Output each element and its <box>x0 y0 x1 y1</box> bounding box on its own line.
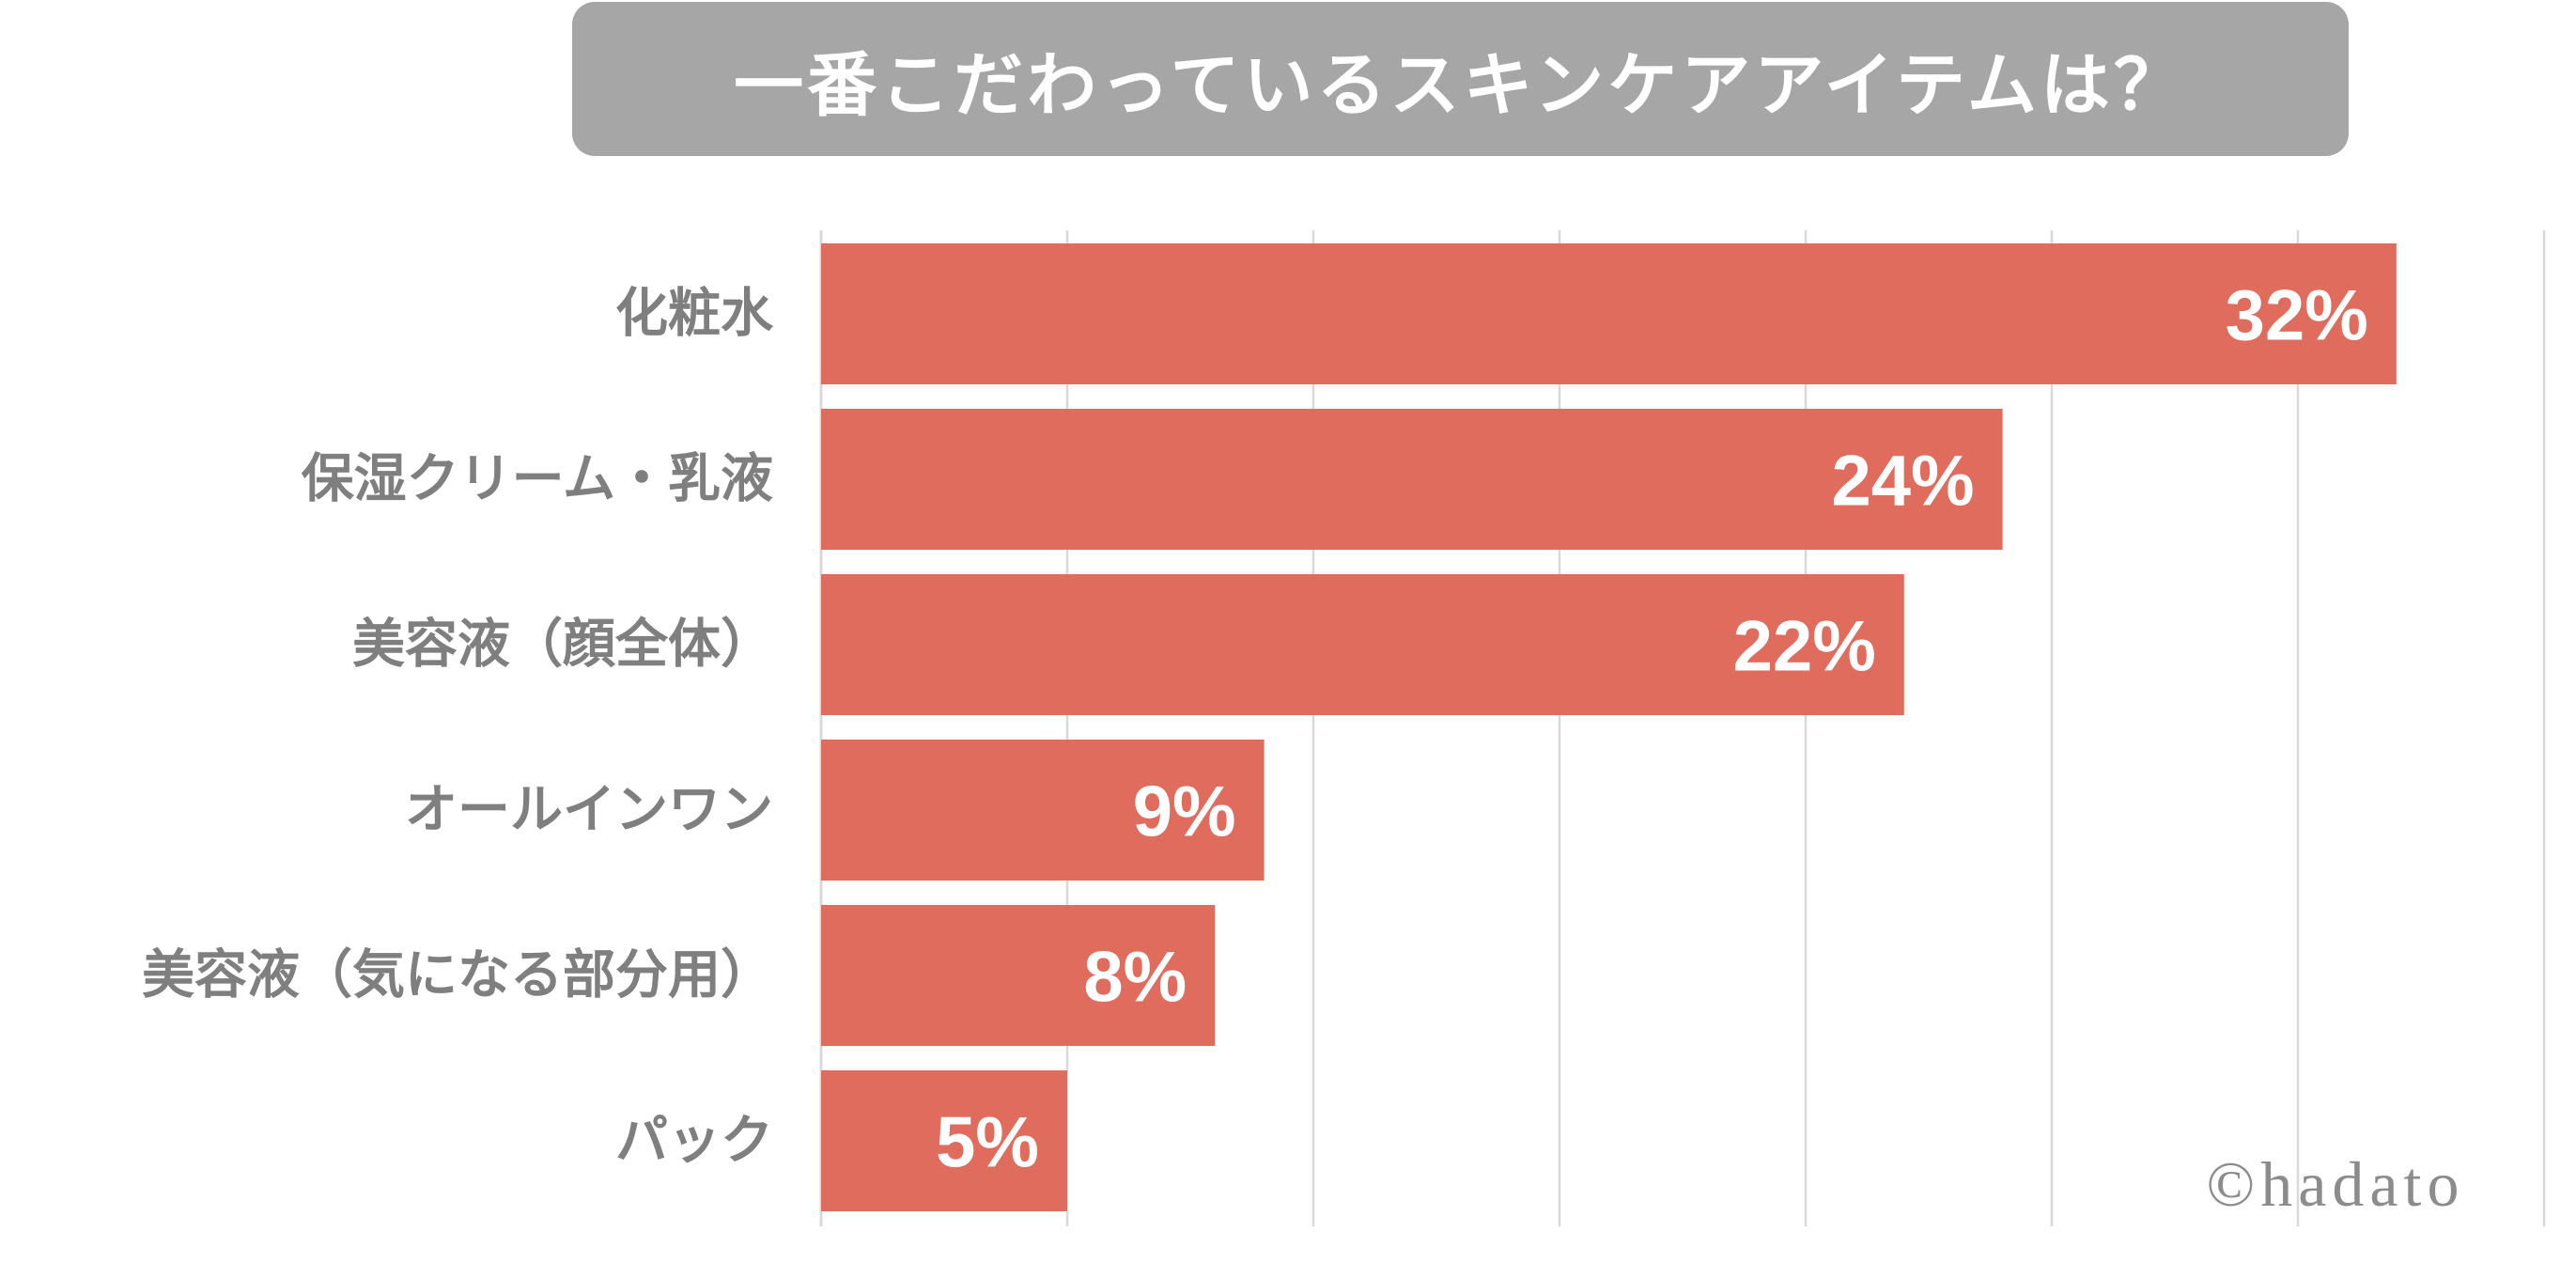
category-label: 美容液（顔全体） <box>352 615 773 676</box>
category-label: 化粧水 <box>615 284 774 345</box>
copyright-watermark: ©hadato <box>2206 1148 2465 1220</box>
data-label: 5% <box>936 1103 1039 1183</box>
category-label: パック <box>615 1111 773 1172</box>
bar <box>821 243 2397 384</box>
data-label: 8% <box>1083 938 1187 1018</box>
bar <box>821 905 1216 1046</box>
bar-layer <box>821 243 2397 1211</box>
bar <box>821 1070 1067 1211</box>
bar <box>821 574 1904 715</box>
chart-title: 一番こだわっているスキンケアアイテムは？ <box>572 2 2349 156</box>
data-label: 32% <box>2226 276 2368 356</box>
grid-layer <box>819 230 2546 1226</box>
data-label: 22% <box>1733 607 1876 687</box>
category-label: 美容液（気になる部分用） <box>142 945 773 1006</box>
bar <box>821 740 1265 881</box>
bar <box>821 409 2003 550</box>
data-label: 24% <box>1831 442 1974 522</box>
category-label: 保湿クリーム・乳液 <box>302 449 773 510</box>
category-label: オールインワン <box>405 780 773 841</box>
data-label: 9% <box>1133 772 1236 852</box>
label-layer: 化粧水 32% 保湿クリーム・乳液 24% 美容液（顔全体） 22% オールインワン 9% 美容… <box>142 276 2368 1183</box>
